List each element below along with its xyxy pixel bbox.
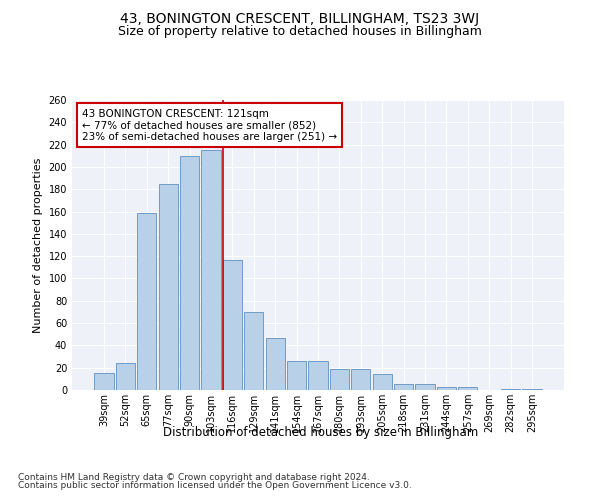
Text: Contains public sector information licensed under the Open Government Licence v3: Contains public sector information licen… (18, 481, 412, 490)
Text: Contains HM Land Registry data © Crown copyright and database right 2024.: Contains HM Land Registry data © Crown c… (18, 472, 370, 482)
Bar (308, 361, 328, 390)
Bar (223, 260, 242, 390)
Text: 43, BONINGTON CRESCENT, BILLINGHAM, TS23 3WJ: 43, BONINGTON CRESCENT, BILLINGHAM, TS23… (121, 12, 479, 26)
Bar (116, 363, 135, 390)
Bar (351, 369, 370, 390)
Bar (137, 212, 157, 390)
Bar (458, 386, 478, 390)
Bar (94, 374, 113, 390)
Text: 43 BONINGTON CRESCENT: 121sqm
← 77% of detached houses are smaller (852)
23% of : 43 BONINGTON CRESCENT: 121sqm ← 77% of d… (82, 108, 337, 142)
Bar (330, 369, 349, 390)
Bar (180, 156, 199, 390)
Bar (158, 184, 178, 390)
Bar (415, 384, 434, 390)
Bar (394, 384, 413, 390)
Bar (501, 389, 520, 390)
Bar (437, 386, 456, 390)
Bar (244, 312, 263, 390)
Bar (523, 389, 542, 390)
Bar (266, 338, 285, 390)
Bar (373, 374, 392, 390)
Text: Distribution of detached houses by size in Billingham: Distribution of detached houses by size … (163, 426, 479, 439)
Text: Size of property relative to detached houses in Billingham: Size of property relative to detached ho… (118, 25, 482, 38)
Bar (202, 150, 221, 390)
Y-axis label: Number of detached properties: Number of detached properties (33, 158, 43, 332)
Bar (287, 361, 306, 390)
